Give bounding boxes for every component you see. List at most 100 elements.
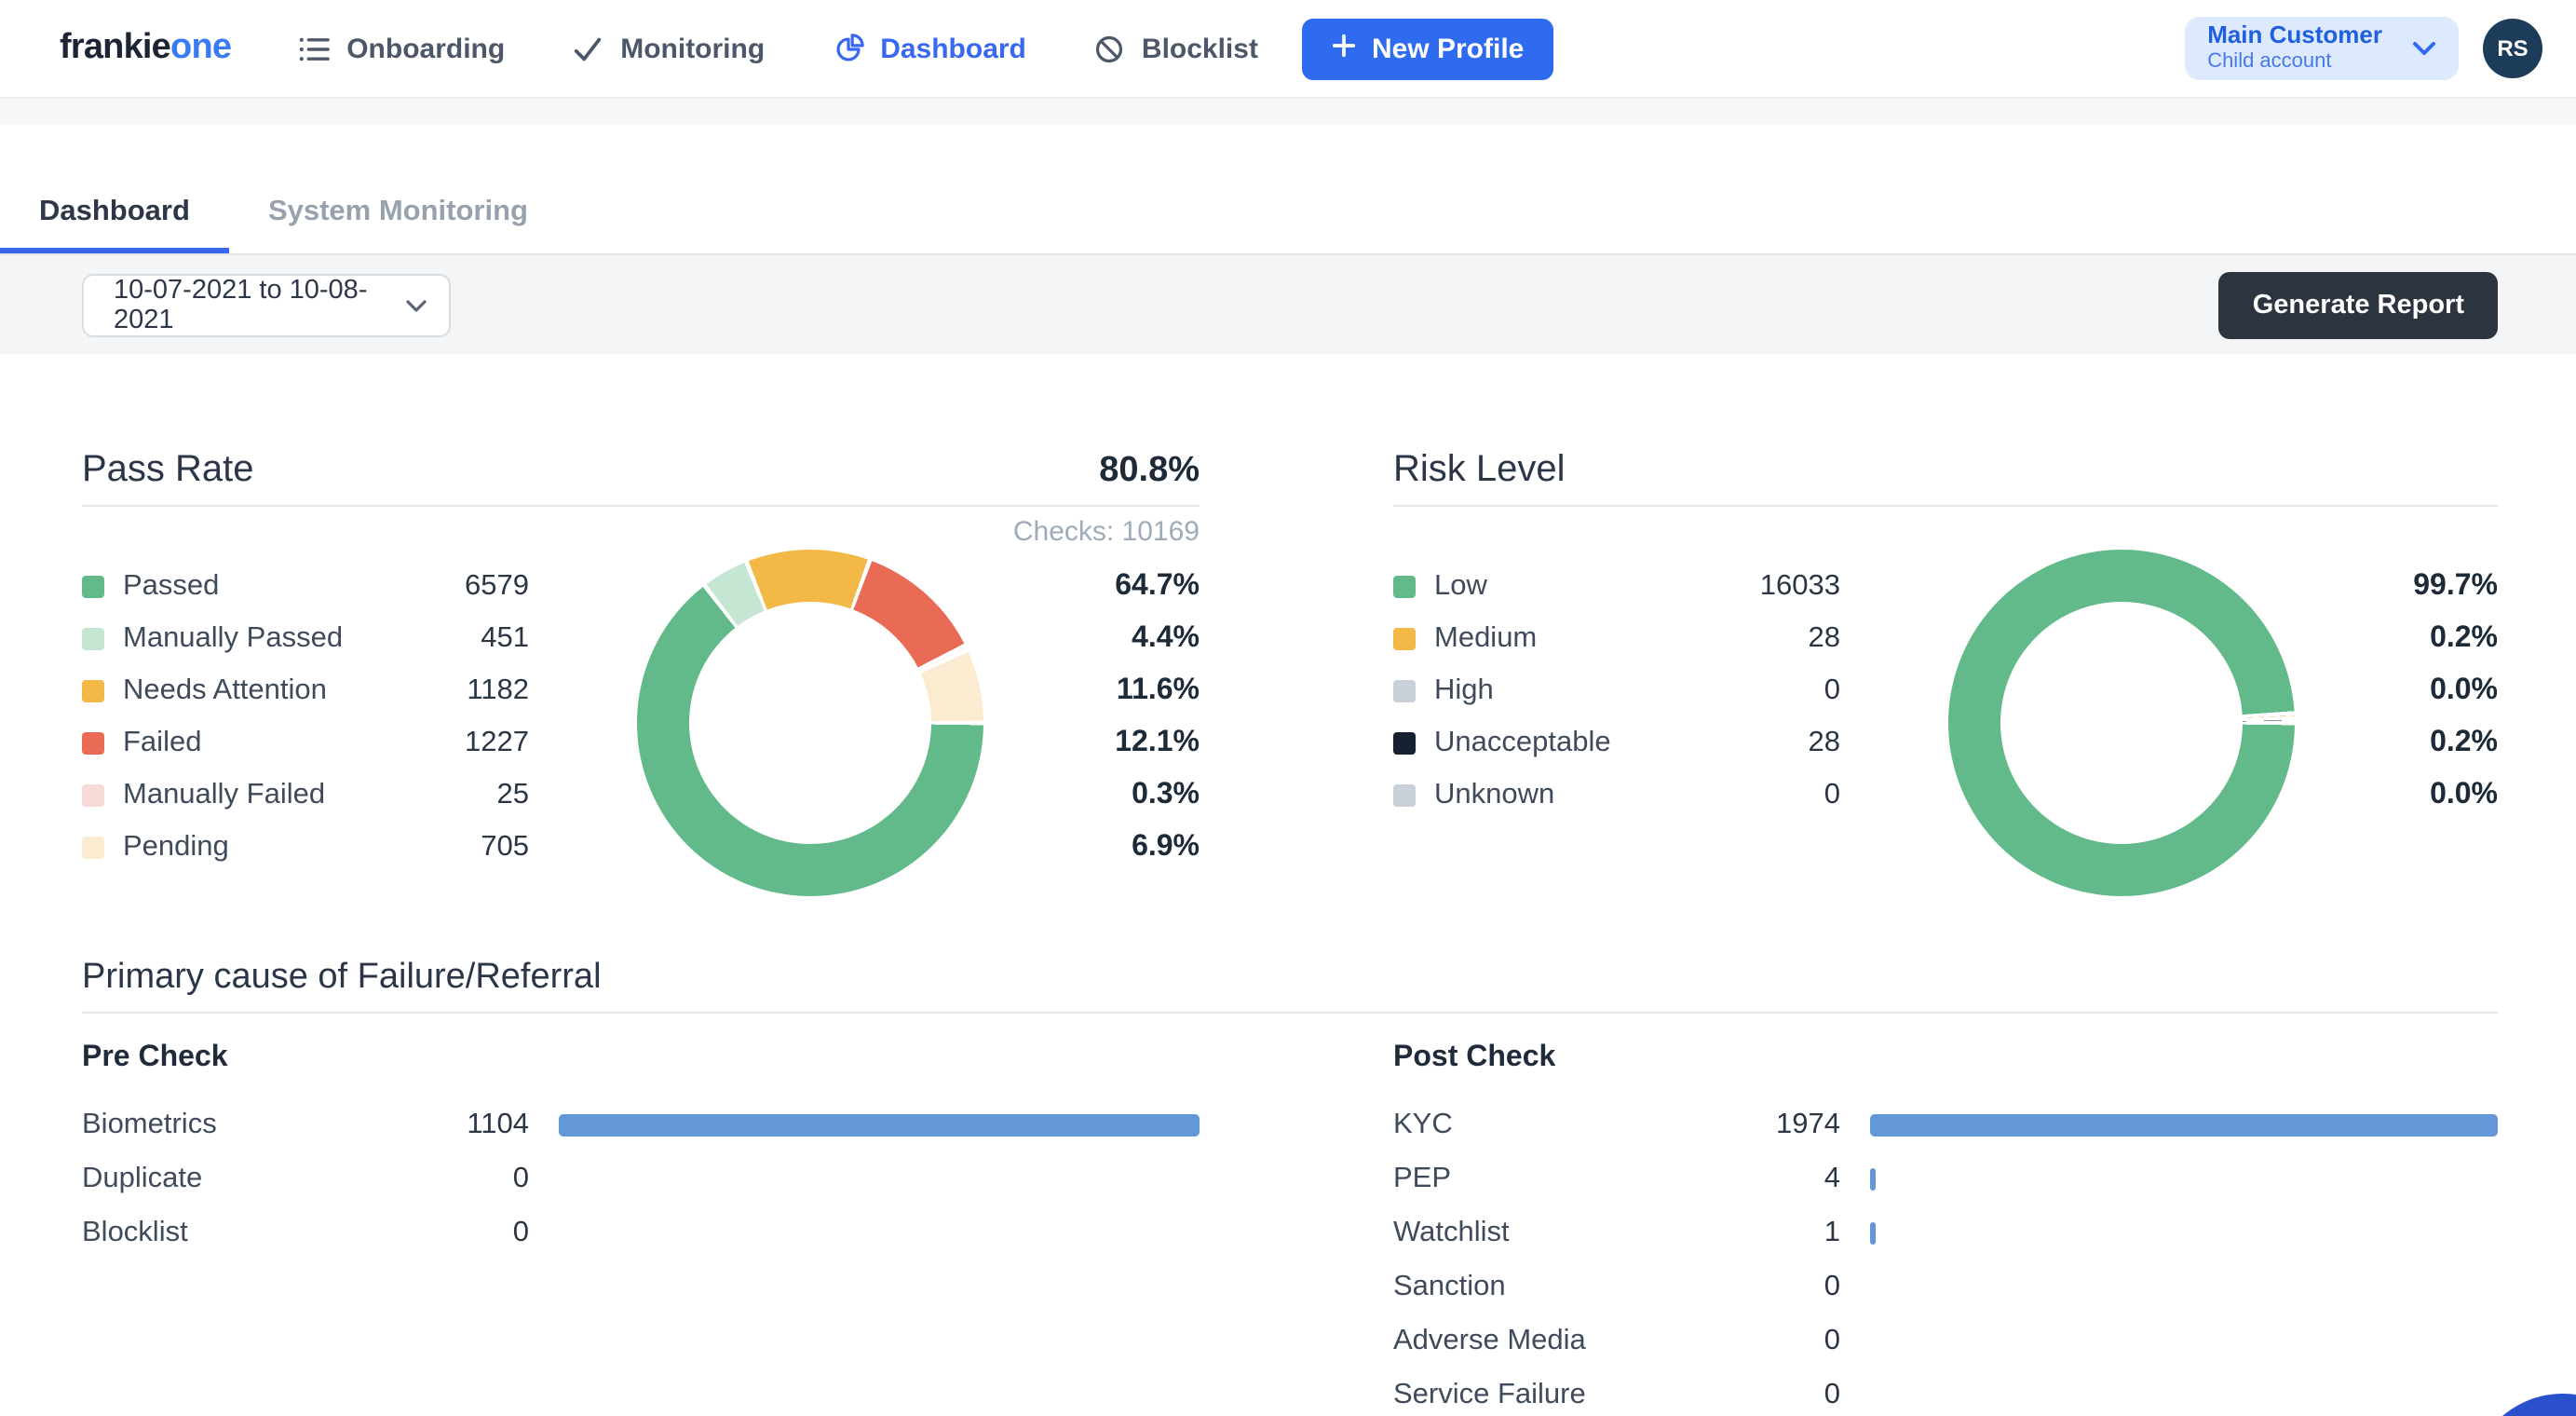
bar-track (559, 1167, 1200, 1190)
nav-label: Onboarding (346, 33, 506, 64)
bar-track (1870, 1383, 2498, 1406)
legend-row: Failed 1227 (82, 717, 529, 769)
risk-level-percentages: 99.7% 0.2% 0.0% 0.2% 0.0% (2330, 561, 2498, 822)
bar-track (559, 1113, 1200, 1136)
legend-swatch (82, 837, 104, 859)
pass-rate-donut-chart (637, 550, 983, 896)
legend-value: 28 (1808, 622, 1841, 654)
legend-swatch (1393, 784, 1416, 807)
nav-label: Dashboard (880, 33, 1026, 64)
legend-value: 6579 (465, 570, 529, 602)
nav-item-monitoring[interactable]: Monitoring (572, 33, 765, 64)
bar-value: 4 (1824, 1162, 1840, 1193)
account-name: Main Customer (2207, 20, 2382, 49)
bar-value: 0 (1824, 1324, 1840, 1355)
legend-value: 0 (1824, 674, 1840, 706)
legend-percentage: 0.2% (2430, 727, 2498, 758)
bar-label: Duplicate (82, 1162, 203, 1193)
legend-percentage: 99.7% (2413, 570, 2498, 602)
pre-check-group: Pre Check Biometrics 1104 Duplicate 0 Blockl… (82, 1040, 1200, 1259)
legend-value: 1182 (467, 674, 529, 706)
legend-swatch (1393, 576, 1416, 598)
account-switcher[interactable]: Main Customer Child account (2185, 17, 2459, 80)
legend-swatch (82, 680, 104, 702)
legend-row: Unknown 0 (1393, 769, 1840, 822)
bar-row: Blocklist 0 (82, 1205, 1200, 1259)
legend-value: 1227 (465, 727, 529, 758)
bar-track (1870, 1113, 2498, 1136)
chevron-down-icon (406, 291, 427, 320)
legend-label: Needs Attention (123, 674, 327, 706)
legend-row: High 0 (1393, 665, 1840, 717)
nav-label: Monitoring (620, 33, 766, 64)
legend-row: Needs Attention 1182 (82, 665, 529, 717)
pass-rate-title: Pass Rate (82, 449, 254, 490)
legend-swatch (1393, 680, 1416, 702)
bar-label: Watchlist (1393, 1216, 1510, 1247)
legend-row: Manually Passed 451 (82, 613, 529, 665)
brand-logo[interactable]: frankieone (60, 28, 232, 69)
legend-label: Unknown (1434, 779, 1555, 810)
bar-row: Biometrics 1104 (82, 1097, 1200, 1151)
bar-value: 0 (512, 1162, 529, 1193)
tab-system-monitoring[interactable]: System Monitoring (267, 196, 528, 227)
legend-swatch (1393, 732, 1416, 755)
bar-track (559, 1221, 1200, 1244)
divider (82, 505, 1200, 507)
check-icon (572, 33, 603, 64)
divider (82, 1012, 2498, 1014)
legend-row: Unacceptable 28 (1393, 717, 1840, 769)
generate-report-button[interactable]: Generate Report (2218, 272, 2498, 339)
legend-label: Manually Passed (123, 622, 344, 654)
risk-level-donut-chart (1948, 550, 2295, 896)
pre-check-title: Pre Check (82, 1042, 228, 1073)
pie-chart-icon (832, 33, 863, 64)
nav-item-onboarding[interactable]: Onboarding (298, 33, 505, 64)
avatar[interactable]: RS (2483, 19, 2542, 78)
date-range-select[interactable]: 10-07-2021 to 10-08-2021 (82, 274, 451, 337)
pass-rate-percentages: 64.7% 4.4% 11.6% 12.1% 0.3% 6.9% (1032, 561, 1200, 874)
legend-row: Manually Failed 25 (82, 769, 529, 822)
bar-fill (1870, 1113, 2498, 1136)
date-range-value: 10-07-2021 to 10-08-2021 (114, 276, 368, 335)
bar-row: KYC 1974 (1393, 1097, 2498, 1151)
plus-icon (1333, 33, 1357, 64)
new-profile-button[interactable]: New Profile (1302, 18, 1554, 79)
legend-swatch (82, 732, 104, 755)
legend-label: Pending (123, 831, 229, 863)
bar-label: Service Failure (1393, 1378, 1586, 1409)
bar-row: Duplicate 0 (82, 1151, 1200, 1205)
brand-primary: frankie (60, 28, 171, 67)
new-profile-label: New Profile (1371, 33, 1525, 64)
bar-label: Sanction (1393, 1270, 1506, 1301)
bar-label: PEP (1393, 1162, 1452, 1193)
chevron-down-icon (2412, 32, 2436, 65)
risk-level-card: Risk Level Low 16033 Medium 28 High 0 Unaccept… (1393, 449, 2498, 907)
legend-percentage: 0.2% (2430, 622, 2498, 654)
bar-value: 1 (1824, 1216, 1840, 1247)
pass-rate-legend: Passed 6579 Manually Passed 451 Needs Attent… (82, 561, 529, 874)
nav-item-blocklist[interactable]: Blocklist (1093, 33, 1258, 64)
tab-dashboard[interactable]: Dashboard (0, 171, 229, 253)
legend-label: Low (1434, 570, 1487, 602)
block-icon (1093, 33, 1125, 64)
primary-cause-title: Primary cause of Failure/Referral (82, 958, 602, 997)
bar-value: 1104 (467, 1108, 529, 1139)
legend-percentage: 0.0% (2430, 779, 2498, 810)
legend-label: Passed (123, 570, 220, 602)
bar-label: Biometrics (82, 1108, 217, 1139)
legend-value: 25 (496, 779, 530, 810)
legend-percentage: 12.1% (1115, 727, 1200, 758)
risk-level-legend: Low 16033 Medium 28 High 0 Unacceptable 28 Unkno… (1393, 561, 1840, 822)
post-check-rows: KYC 1974 PEP 4 Watchlist 1 Sanction 0 Adverse Me… (1393, 1097, 2498, 1416)
legend-value: 16033 (1759, 570, 1840, 602)
risk-level-subtitle (1393, 516, 2498, 553)
filter-strip: 10-07-2021 to 10-08-2021 Generate Report (0, 253, 2576, 354)
pass-rate-checks-count: Checks: 10169 (1012, 516, 1200, 548)
bar-row: Adverse Media 0 (1393, 1314, 2498, 1368)
nav-item-dashboard[interactable]: Dashboard (832, 33, 1026, 64)
post-check-group: Post Check KYC 1974 PEP 4 Watchlist 1 Sanction… (1393, 1040, 2498, 1416)
legend-percentage: 4.4% (1132, 622, 1200, 654)
legend-swatch (82, 628, 104, 650)
